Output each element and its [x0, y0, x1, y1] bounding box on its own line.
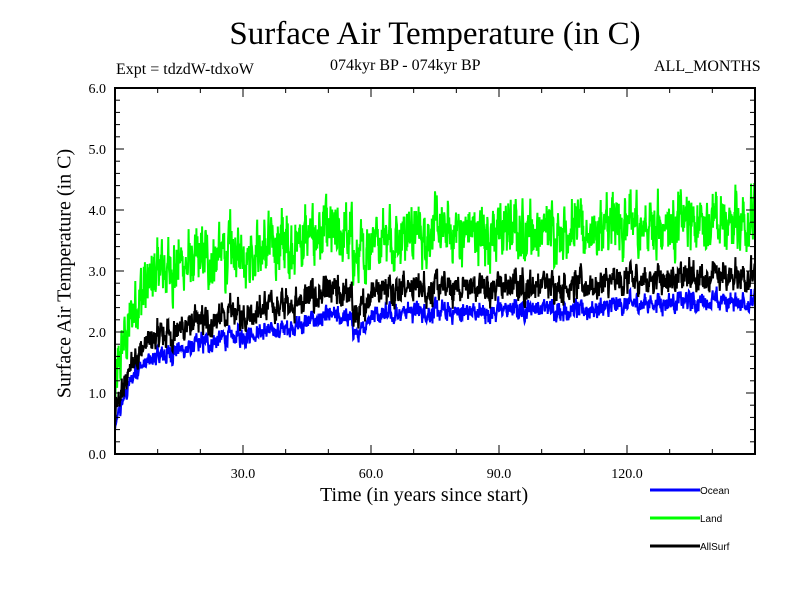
- legend-label-allsurf: AllSurf: [700, 542, 730, 553]
- x-tick-label: 60.0: [359, 467, 384, 482]
- y-tick-label: 3.0: [89, 265, 107, 280]
- y-tick-label: 6.0: [89, 82, 107, 97]
- series-line-allsurf: [114, 255, 756, 422]
- y-tick-label: 0.0: [89, 448, 107, 463]
- experiment-label: Expt = tdzdW-tdxoW: [116, 61, 254, 78]
- months-label: ALL_MONTHS: [654, 58, 761, 75]
- x-tick-label: 90.0: [487, 467, 512, 482]
- series-layer: [114, 182, 756, 430]
- legend-label-ocean: Ocean: [700, 486, 729, 497]
- y-tick-label: 1.0: [89, 387, 107, 402]
- y-tick-label: 4.0: [89, 204, 107, 219]
- axis-ticks: 30.0 60.0 90.0 120.0 0.0 1.0 2.0 3.0 4.0 5.0 6.0: [89, 82, 756, 482]
- y-tick-label: 5.0: [89, 143, 107, 158]
- period-label: 074kyr BP - 074kyr BP: [330, 57, 481, 74]
- legend: Ocean Land AllSurf: [650, 486, 730, 553]
- y-tick-label: 2.0: [89, 326, 107, 341]
- series-line-land: [114, 182, 756, 403]
- x-tick-label: 120.0: [611, 467, 643, 482]
- x-tick-label: 30.0: [231, 467, 256, 482]
- chart-title: Surface Air Temperature (in C): [229, 16, 641, 52]
- x-axis-label: Time (in years since start): [320, 484, 529, 506]
- series-line-ocean: [114, 286, 756, 430]
- legend-label-land: Land: [700, 514, 722, 525]
